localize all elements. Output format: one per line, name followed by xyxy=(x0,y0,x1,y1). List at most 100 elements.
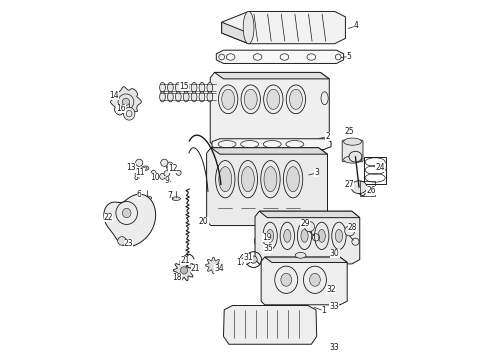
Ellipse shape xyxy=(351,181,367,194)
Polygon shape xyxy=(211,148,327,154)
Ellipse shape xyxy=(240,253,251,264)
Polygon shape xyxy=(216,50,343,63)
Text: 22: 22 xyxy=(104,213,114,222)
Ellipse shape xyxy=(161,159,168,166)
Ellipse shape xyxy=(142,166,149,170)
Ellipse shape xyxy=(264,167,277,192)
Text: 21: 21 xyxy=(180,256,190,265)
Text: 8: 8 xyxy=(134,173,138,182)
Text: 29: 29 xyxy=(300,219,310,228)
Ellipse shape xyxy=(167,166,174,170)
Polygon shape xyxy=(215,72,329,79)
Text: 35: 35 xyxy=(264,244,273,253)
Ellipse shape xyxy=(172,197,180,201)
Text: 33: 33 xyxy=(329,302,339,311)
Ellipse shape xyxy=(250,256,257,263)
Text: 28: 28 xyxy=(348,223,357,232)
Ellipse shape xyxy=(219,167,232,192)
Text: 2: 2 xyxy=(325,132,330,141)
Polygon shape xyxy=(221,12,345,44)
Text: 5: 5 xyxy=(346,52,351,61)
Text: 21: 21 xyxy=(191,265,200,274)
Ellipse shape xyxy=(199,92,205,102)
Ellipse shape xyxy=(180,267,188,274)
Ellipse shape xyxy=(207,82,213,93)
Text: 13: 13 xyxy=(126,163,136,172)
Ellipse shape xyxy=(118,237,126,245)
Ellipse shape xyxy=(122,208,131,218)
Polygon shape xyxy=(223,306,317,344)
Polygon shape xyxy=(259,211,360,218)
FancyBboxPatch shape xyxy=(342,140,363,162)
Ellipse shape xyxy=(136,159,143,166)
Text: 7: 7 xyxy=(167,190,172,199)
Ellipse shape xyxy=(221,89,235,109)
Ellipse shape xyxy=(175,82,181,93)
Ellipse shape xyxy=(160,174,166,179)
Polygon shape xyxy=(207,148,327,226)
Ellipse shape xyxy=(168,92,173,102)
Ellipse shape xyxy=(343,138,362,145)
Text: 6: 6 xyxy=(137,190,142,199)
Ellipse shape xyxy=(123,107,135,120)
Text: 24: 24 xyxy=(375,163,385,172)
Ellipse shape xyxy=(175,92,181,102)
Ellipse shape xyxy=(160,82,166,93)
Text: 23: 23 xyxy=(123,239,133,248)
Text: 17: 17 xyxy=(236,258,245,267)
Ellipse shape xyxy=(176,170,181,175)
Ellipse shape xyxy=(183,92,189,102)
Ellipse shape xyxy=(143,196,152,200)
Polygon shape xyxy=(173,260,195,281)
Ellipse shape xyxy=(160,92,166,102)
Ellipse shape xyxy=(255,233,266,249)
Ellipse shape xyxy=(304,222,315,231)
Ellipse shape xyxy=(318,229,325,242)
Polygon shape xyxy=(255,211,360,264)
Text: 34: 34 xyxy=(214,265,224,274)
Text: 9: 9 xyxy=(165,176,170,185)
Ellipse shape xyxy=(122,98,129,105)
Ellipse shape xyxy=(343,156,362,163)
Text: 30: 30 xyxy=(330,249,340,258)
Text: 10: 10 xyxy=(150,173,159,182)
Ellipse shape xyxy=(168,82,173,93)
Text: 18: 18 xyxy=(172,273,182,282)
Ellipse shape xyxy=(164,171,170,176)
Text: 27: 27 xyxy=(344,180,354,189)
Ellipse shape xyxy=(284,229,291,242)
Polygon shape xyxy=(212,139,331,149)
Ellipse shape xyxy=(166,162,173,169)
Text: 14: 14 xyxy=(109,91,119,100)
Text: 26: 26 xyxy=(367,185,376,194)
Ellipse shape xyxy=(245,89,257,109)
Ellipse shape xyxy=(207,92,213,102)
Text: 20: 20 xyxy=(199,217,209,226)
Ellipse shape xyxy=(281,273,292,286)
Polygon shape xyxy=(111,87,141,117)
Polygon shape xyxy=(210,72,329,147)
Polygon shape xyxy=(205,257,221,274)
Polygon shape xyxy=(265,257,347,262)
Ellipse shape xyxy=(183,82,189,93)
Ellipse shape xyxy=(199,82,205,93)
Ellipse shape xyxy=(301,229,308,242)
Text: 12: 12 xyxy=(168,164,177,173)
Ellipse shape xyxy=(344,226,355,236)
Ellipse shape xyxy=(335,229,343,242)
Ellipse shape xyxy=(287,167,299,192)
Ellipse shape xyxy=(191,92,197,102)
Text: 16: 16 xyxy=(117,104,126,113)
Text: 33: 33 xyxy=(329,343,339,352)
Text: 3: 3 xyxy=(314,168,319,177)
Ellipse shape xyxy=(267,229,274,242)
Bar xyxy=(360,181,375,196)
Text: 15: 15 xyxy=(179,82,189,91)
Ellipse shape xyxy=(349,151,362,162)
Text: 32: 32 xyxy=(326,285,336,294)
Ellipse shape xyxy=(139,171,145,176)
Ellipse shape xyxy=(310,273,320,286)
Ellipse shape xyxy=(267,89,280,109)
Text: 4: 4 xyxy=(354,21,359,30)
Text: 25: 25 xyxy=(344,127,354,136)
